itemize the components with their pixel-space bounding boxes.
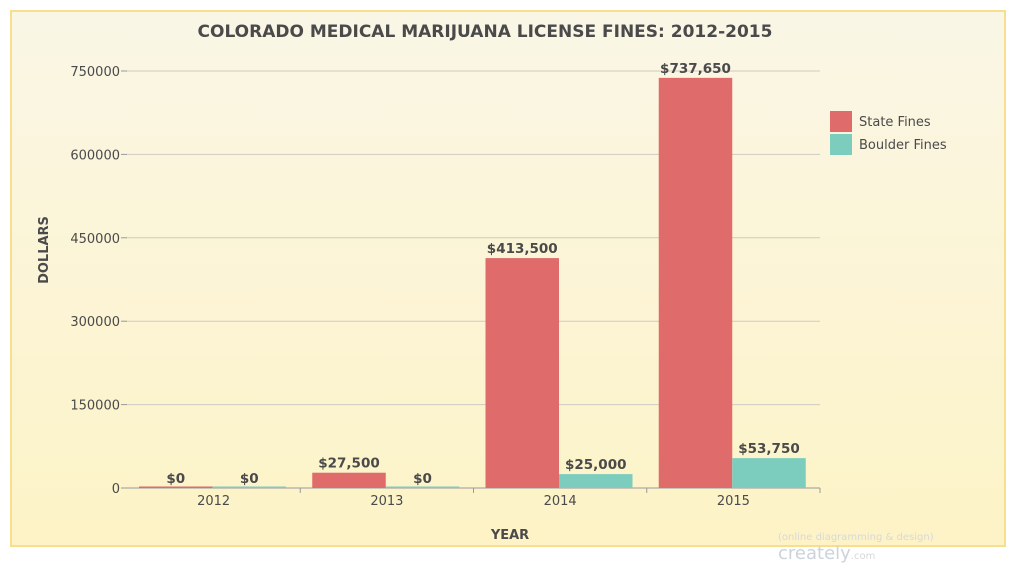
y-axis-label: DOLLARS <box>37 216 52 284</box>
y-tick-label: 150000 <box>70 399 120 414</box>
x-tick-label: 2012 <box>197 494 230 509</box>
x-tick-label: 2013 <box>370 494 403 509</box>
legend-swatch <box>830 111 852 132</box>
bar-boulder-fines <box>732 458 806 488</box>
chart-title: COLORADO MEDICAL MARIJUANA LICENSE FINES… <box>198 22 773 42</box>
bar-state-fines <box>485 258 559 488</box>
y-tick-label: 0 <box>112 482 120 497</box>
data-label: $53,750 <box>738 441 800 457</box>
y-tick-label: 600000 <box>70 148 120 163</box>
bar-boulder-fines <box>212 486 286 488</box>
x-axis-label: YEAR <box>490 528 529 543</box>
data-label: $0 <box>240 471 259 487</box>
data-label: $27,500 <box>318 456 380 472</box>
bar-boulder-fines <box>559 474 633 488</box>
data-label: $25,000 <box>565 457 627 473</box>
bar-state-fines <box>658 77 733 488</box>
data-label: $0 <box>166 471 185 487</box>
data-label: $413,500 <box>487 241 558 257</box>
bar-state-fines <box>312 472 386 488</box>
legend-label: State Fines <box>859 115 931 130</box>
legend-swatch <box>830 134 852 155</box>
y-tick-label: 300000 <box>70 315 120 330</box>
x-tick-label: 2015 <box>717 494 750 509</box>
bar-state-fines <box>139 486 213 488</box>
watermark: (online diagramming & design) creately.c… <box>778 532 934 564</box>
legend-label: Boulder Fines <box>859 138 947 153</box>
y-tick-label: 450000 <box>70 232 120 247</box>
bar-boulder-fines <box>385 486 460 488</box>
y-tick-label: 750000 <box>70 65 120 80</box>
data-label: $737,650 <box>660 61 731 77</box>
x-tick-label: 2014 <box>544 494 577 509</box>
data-label: $0 <box>413 471 432 487</box>
